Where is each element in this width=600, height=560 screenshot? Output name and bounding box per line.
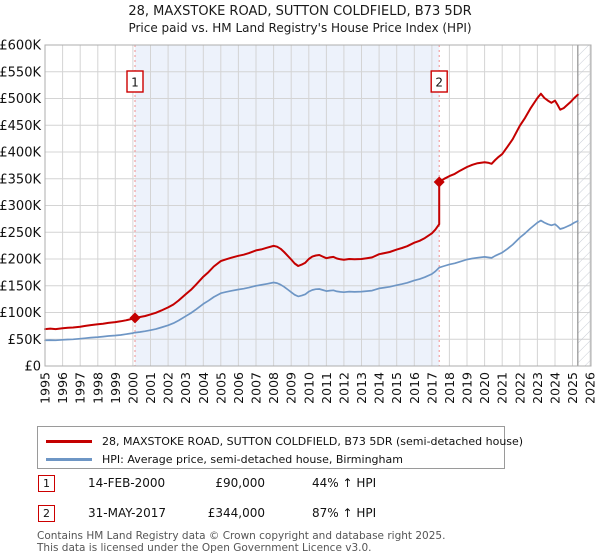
sale-1-badge: 1 bbox=[38, 475, 55, 492]
footer-line-2: This data is licensed under the Open Gov… bbox=[37, 541, 372, 554]
legend-row-property: 28, MAXSTOKE ROAD, SUTTON COLDFIELD, B73… bbox=[46, 432, 523, 450]
legend-line-property bbox=[46, 439, 92, 443]
svg-text:£150K: £150K bbox=[0, 279, 41, 294]
sale-2-date: 31-MAY-2017 bbox=[88, 506, 167, 520]
svg-text:2006: 2006 bbox=[231, 372, 246, 404]
chart-legend: 28, MAXSTOKE ROAD, SUTTON COLDFIELD, B73… bbox=[37, 426, 523, 469]
sale-row-2: 2 31-MAY-2017 £344,000 87% ↑ HPI bbox=[0, 505, 600, 523]
svg-text:1997: 1997 bbox=[73, 372, 88, 404]
legend-line-hpi bbox=[46, 457, 92, 461]
svg-text:2011: 2011 bbox=[319, 372, 334, 404]
svg-text:£600K: £600K bbox=[0, 39, 41, 54]
sale-1-hpi-delta: 44% ↑ HPI bbox=[312, 476, 377, 490]
svg-text:£50K: £50K bbox=[8, 333, 42, 348]
sale-1-price: £90,000 bbox=[215, 476, 265, 490]
svg-text:£200K: £200K bbox=[0, 253, 41, 268]
legend-label-property: 28, MAXSTOKE ROAD, SUTTON COLDFIELD, B73… bbox=[102, 434, 524, 448]
svg-text:£0: £0 bbox=[24, 360, 41, 375]
sale-2-badge: 2 bbox=[38, 505, 55, 522]
svg-text:2025: 2025 bbox=[565, 372, 580, 404]
svg-text:2001: 2001 bbox=[143, 372, 158, 404]
svg-text:2015: 2015 bbox=[389, 372, 404, 404]
svg-text:2024: 2024 bbox=[548, 372, 563, 404]
svg-text:£250K: £250K bbox=[0, 226, 41, 241]
svg-text:2008: 2008 bbox=[266, 372, 281, 404]
sale-2-hpi-delta: 87% ↑ HPI bbox=[312, 506, 377, 520]
series-line bbox=[44, 92, 579, 331]
svg-text:2009: 2009 bbox=[284, 372, 299, 404]
svg-text:£100K: £100K bbox=[0, 306, 41, 321]
svg-text:2020: 2020 bbox=[477, 372, 492, 404]
series-line bbox=[44, 219, 579, 342]
svg-text:2018: 2018 bbox=[442, 372, 457, 404]
price-chart-plot: 1 2 £0 £50K £100K £150K £200K £250K £300K £350K £4… bbox=[0, 39, 598, 404]
sale-marker bbox=[433, 176, 445, 188]
license-footer: Contains HM Land Registry data © Crown c… bbox=[37, 530, 446, 554]
svg-text:2013: 2013 bbox=[354, 372, 369, 404]
sale-marker bbox=[129, 312, 141, 324]
svg-text:1996: 1996 bbox=[55, 372, 70, 404]
svg-text:2010: 2010 bbox=[301, 372, 316, 404]
svg-text:2019: 2019 bbox=[460, 372, 475, 404]
svg-text:2002: 2002 bbox=[161, 372, 176, 404]
svg-text:2016: 2016 bbox=[407, 372, 422, 404]
svg-text:2022: 2022 bbox=[512, 372, 527, 404]
svg-text:£550K: £550K bbox=[0, 65, 41, 80]
svg-text:2023: 2023 bbox=[530, 372, 545, 404]
svg-text:2012: 2012 bbox=[336, 372, 351, 404]
svg-text:2007: 2007 bbox=[249, 372, 264, 404]
svg-text:2004: 2004 bbox=[196, 372, 211, 404]
svg-text:2026: 2026 bbox=[583, 372, 598, 404]
svg-text:2021: 2021 bbox=[495, 372, 510, 404]
svg-text:1998: 1998 bbox=[90, 372, 105, 404]
svg-text:2005: 2005 bbox=[213, 372, 228, 404]
sale-row-1: 1 14-FEB-2000 £90,000 44% ↑ HPI bbox=[0, 475, 600, 493]
sale-2-price: £344,000 bbox=[207, 506, 265, 520]
sale-flag bbox=[430, 70, 448, 93]
future-hatch-region bbox=[577, 45, 591, 366]
svg-text:2017: 2017 bbox=[424, 372, 439, 404]
svg-text:£400K: £400K bbox=[0, 146, 41, 161]
svg-text:2003: 2003 bbox=[178, 372, 193, 404]
page-title: 28, MAXSTOKE ROAD, SUTTON COLDFIELD, B73… bbox=[128, 4, 472, 19]
svg-text:2: 2 bbox=[435, 76, 443, 90]
sale-1-date: 14-FEB-2000 bbox=[88, 476, 166, 490]
svg-text:2000: 2000 bbox=[125, 372, 140, 404]
svg-text:1999: 1999 bbox=[108, 372, 123, 404]
sale-flag bbox=[126, 70, 144, 93]
page-subtitle: Price paid vs. HM Land Registry's House … bbox=[128, 21, 472, 35]
svg-text:£500K: £500K bbox=[0, 92, 41, 107]
legend-row-hpi: HPI: Average price, semi-detached house,… bbox=[46, 450, 504, 468]
legend-label-hpi: HPI: Average price, semi-detached house,… bbox=[102, 452, 403, 466]
svg-text:£300K: £300K bbox=[0, 199, 41, 214]
svg-text:1: 1 bbox=[131, 76, 139, 90]
svg-text:1995: 1995 bbox=[38, 372, 53, 404]
svg-text:£350K: £350K bbox=[0, 172, 41, 187]
footer-line-1: Contains HM Land Registry data © Crown c… bbox=[37, 530, 446, 542]
svg-text:£450K: £450K bbox=[0, 119, 41, 134]
svg-text:2014: 2014 bbox=[372, 372, 387, 404]
